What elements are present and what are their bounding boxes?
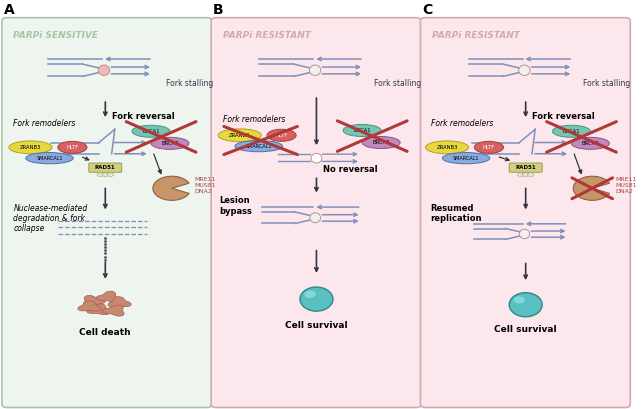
Text: ZRANB3: ZRANB3 [229, 133, 250, 138]
Ellipse shape [519, 65, 530, 76]
Text: MRE11
MUS81
DNA2: MRE11 MUS81 DNA2 [194, 177, 216, 194]
Text: BRCA2: BRCA2 [161, 141, 178, 146]
Ellipse shape [509, 293, 542, 317]
Text: HLTF: HLTF [275, 133, 288, 138]
Ellipse shape [571, 137, 609, 149]
FancyBboxPatch shape [89, 163, 122, 172]
Text: Cell death: Cell death [80, 328, 131, 337]
Ellipse shape [304, 291, 316, 298]
Text: SMARCAL1: SMARCAL1 [453, 156, 480, 161]
Polygon shape [87, 304, 110, 315]
Text: Cell survival: Cell survival [285, 321, 348, 330]
Text: BRCA2: BRCA2 [582, 141, 599, 146]
Ellipse shape [151, 137, 189, 149]
Ellipse shape [311, 153, 322, 163]
Text: Fork stalling: Fork stalling [166, 79, 213, 88]
Text: PARPi RESISTANT: PARPi RESISTANT [223, 31, 311, 40]
Text: BRCA2: BRCA2 [372, 140, 390, 145]
Text: BRCA1: BRCA1 [353, 128, 371, 133]
Text: Fork remodelers: Fork remodelers [223, 115, 285, 124]
Wedge shape [153, 176, 189, 200]
Ellipse shape [310, 213, 320, 222]
Text: BRCA1: BRCA1 [562, 129, 580, 134]
Polygon shape [96, 291, 119, 302]
Ellipse shape [9, 141, 52, 154]
Ellipse shape [523, 173, 529, 176]
Ellipse shape [26, 153, 73, 164]
Polygon shape [102, 305, 124, 316]
Ellipse shape [362, 137, 400, 148]
Polygon shape [83, 295, 105, 306]
Ellipse shape [474, 142, 503, 153]
Text: BRCA1: BRCA1 [142, 129, 160, 134]
FancyBboxPatch shape [2, 18, 212, 407]
Text: PARPi SENSITIVE: PARPi SENSITIVE [13, 31, 98, 40]
Text: Fork stalling: Fork stalling [374, 79, 421, 88]
Text: C: C [422, 3, 433, 17]
Ellipse shape [426, 141, 469, 154]
Text: HLTF: HLTF [483, 145, 495, 150]
Ellipse shape [267, 129, 296, 142]
Ellipse shape [107, 173, 114, 176]
Text: SMARCAL1: SMARCAL1 [36, 156, 63, 161]
Text: Fork reversal: Fork reversal [112, 112, 175, 121]
Text: SMARCAL1: SMARCAL1 [245, 144, 272, 148]
Text: RAD51: RAD51 [516, 165, 536, 170]
Text: Fork remodelers: Fork remodelers [431, 119, 493, 128]
Text: ZRANB3: ZRANB3 [20, 145, 41, 150]
Text: A: A [4, 3, 15, 17]
Wedge shape [573, 176, 609, 200]
FancyBboxPatch shape [509, 163, 542, 172]
Ellipse shape [442, 153, 490, 164]
Text: HLTF: HLTF [66, 145, 78, 150]
Text: Cell survival: Cell survival [494, 325, 557, 334]
Ellipse shape [514, 296, 525, 303]
Text: No reversal: No reversal [323, 165, 377, 174]
Text: B: B [213, 3, 223, 17]
Ellipse shape [519, 229, 530, 238]
Ellipse shape [218, 129, 261, 142]
Text: Fork remodelers: Fork remodelers [13, 119, 76, 128]
Text: Resumed
replication: Resumed replication [431, 204, 482, 223]
Ellipse shape [58, 142, 87, 153]
Polygon shape [78, 301, 101, 311]
Text: Lesion
bypass: Lesion bypass [220, 196, 252, 216]
Ellipse shape [300, 287, 333, 311]
Text: Fork reversal: Fork reversal [532, 112, 594, 121]
Text: MRE11
MUS81
DNA2: MRE11 MUS81 DNA2 [616, 177, 638, 194]
Ellipse shape [343, 124, 381, 137]
Ellipse shape [309, 65, 321, 76]
Ellipse shape [97, 173, 103, 176]
Text: Fork stalling: Fork stalling [583, 79, 630, 88]
Text: RAD51: RAD51 [95, 165, 116, 170]
Ellipse shape [528, 173, 534, 176]
Ellipse shape [517, 173, 524, 176]
Ellipse shape [102, 173, 108, 176]
Ellipse shape [552, 125, 591, 137]
FancyBboxPatch shape [211, 18, 421, 407]
FancyBboxPatch shape [421, 18, 630, 407]
Polygon shape [108, 297, 131, 307]
Ellipse shape [132, 125, 170, 137]
Text: Nuclease-mediated
degradation & fork
collapse: Nuclease-mediated degradation & fork col… [13, 204, 87, 234]
Ellipse shape [235, 141, 282, 152]
Text: ZRANB3: ZRANB3 [437, 145, 458, 150]
Ellipse shape [98, 65, 110, 76]
Text: PARPi RESISTANT: PARPi RESISTANT [432, 31, 520, 40]
